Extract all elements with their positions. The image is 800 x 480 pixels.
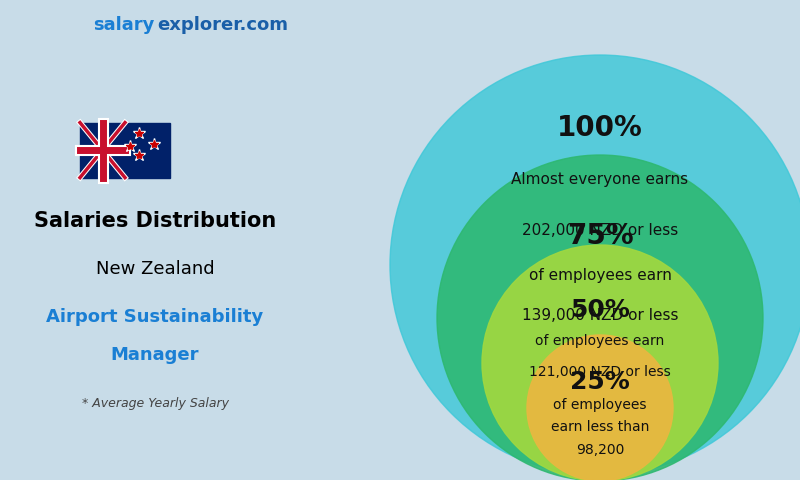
Text: of employees: of employees xyxy=(554,398,646,412)
Circle shape xyxy=(390,55,800,475)
Text: earn less than: earn less than xyxy=(551,420,649,434)
Text: Salaries Distribution: Salaries Distribution xyxy=(34,211,276,231)
Text: Almost everyone earns: Almost everyone earns xyxy=(511,172,689,187)
Text: 98,200: 98,200 xyxy=(576,443,624,457)
Text: Manager: Manager xyxy=(110,346,199,364)
Text: 202,000 NZD or less: 202,000 NZD or less xyxy=(522,223,678,238)
Text: New Zealand: New Zealand xyxy=(96,260,214,278)
Text: of employees earn: of employees earn xyxy=(535,334,665,348)
Text: 121,000 NZD or less: 121,000 NZD or less xyxy=(529,365,671,379)
Text: 25%: 25% xyxy=(570,371,630,395)
Bar xyxy=(80,122,170,178)
Text: 139,000 NZD or less: 139,000 NZD or less xyxy=(522,308,678,323)
Circle shape xyxy=(482,245,718,480)
Text: * Average Yearly Salary: * Average Yearly Salary xyxy=(82,396,229,410)
Text: Airport Sustainability: Airport Sustainability xyxy=(46,308,264,326)
Text: salary: salary xyxy=(94,16,155,34)
Text: 50%: 50% xyxy=(570,298,630,322)
Circle shape xyxy=(527,335,673,480)
Text: explorer.com: explorer.com xyxy=(157,16,288,34)
Text: of employees earn: of employees earn xyxy=(529,268,671,284)
Circle shape xyxy=(437,155,763,480)
Text: 100%: 100% xyxy=(557,115,643,143)
Text: 75%: 75% xyxy=(566,223,634,251)
